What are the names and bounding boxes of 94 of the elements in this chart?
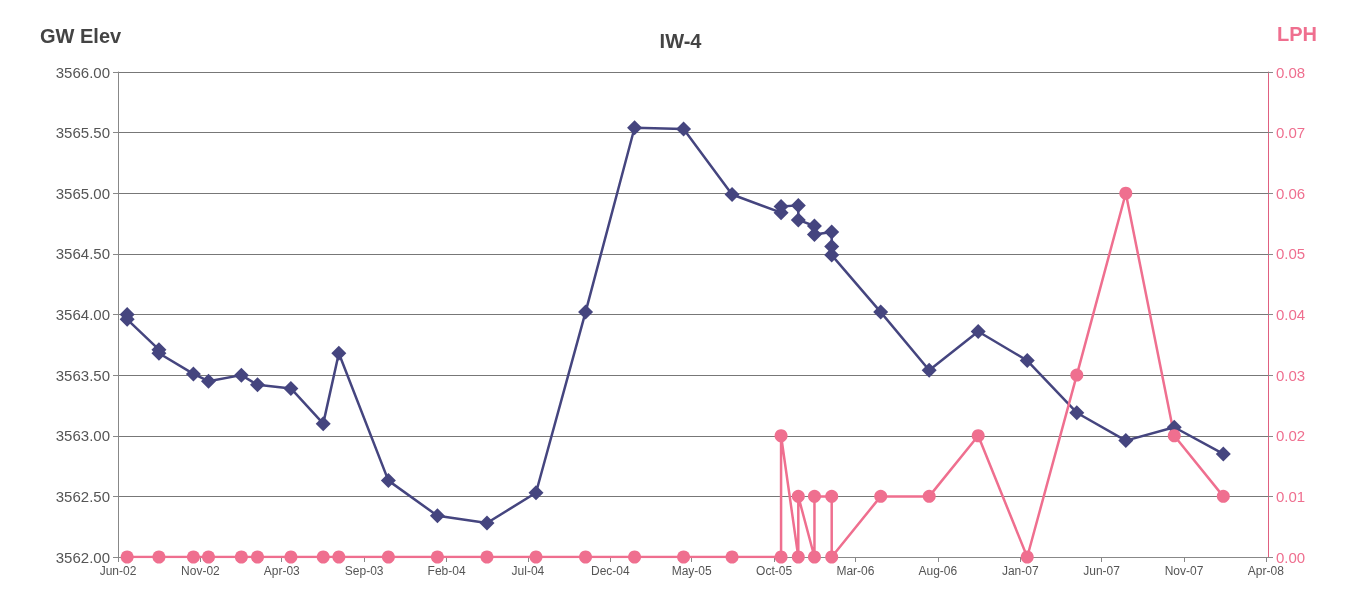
point [528,485,544,501]
point [791,550,805,564]
point [250,377,266,393]
point [479,515,495,531]
point [922,489,936,503]
point [315,416,331,432]
point [873,304,889,320]
y-tick-label: 3565.50 [55,124,110,142]
point [332,550,346,564]
point [200,373,216,389]
y2-axis-title: LPH [1277,23,1317,45]
point [677,550,691,564]
point [185,366,201,382]
point [824,224,840,240]
y2-tick-label: 0.00 [1276,548,1306,566]
point [970,323,986,339]
y2-tick-label: 0.05 [1276,245,1306,263]
point [331,345,347,361]
y-tick-label: 3565.00 [55,184,110,202]
point [316,550,330,564]
point [724,186,740,202]
x-tick-label: Sep-03 [344,564,384,578]
y2-tick-label: 0.03 [1276,366,1306,384]
point [790,212,806,228]
x-tick-label: Dec-04 [590,564,630,578]
point [480,550,494,564]
point [186,550,200,564]
point [971,429,985,443]
point [1118,433,1134,449]
point [807,550,821,564]
point [284,550,298,564]
point [1019,353,1035,369]
point [381,550,395,564]
point [1070,368,1084,382]
point [1069,405,1085,421]
x-tick-label: Nov-02 [181,564,221,578]
point [676,121,692,137]
point [233,367,249,383]
y2-tick-label: 0.04 [1276,306,1306,323]
point [1119,186,1133,200]
point [825,489,839,503]
point [234,550,248,564]
point [790,197,806,213]
y-tick-label: 3562.00 [55,548,110,566]
y-tick-label: 3563.00 [55,427,110,445]
x-tick-label: May-05 [671,564,712,578]
x-tick-label: Jan-07 [1001,564,1039,578]
point [1020,550,1034,564]
point [429,508,445,524]
point [774,550,788,564]
point [725,550,739,564]
x-tick-label: Apr-08 [1247,564,1285,578]
point [579,550,593,564]
point [807,489,821,503]
y2-tick-label: 0.02 [1276,427,1306,445]
x-tick-label: Jun-07 [1083,564,1121,578]
x-tick-label: Nov-07 [1164,564,1204,578]
point [825,550,839,564]
y2-tick-label: 0.06 [1276,184,1306,202]
y-tick-label: 3566.00 [55,63,110,81]
x-tick-label: Oct-05 [756,564,793,578]
point [529,550,543,564]
point [120,550,134,564]
point [627,120,643,136]
point [921,362,937,378]
x-tick-label: Mar-06 [836,564,875,578]
point [283,380,299,396]
x-tick-label: Jul-04 [511,564,545,578]
x-tick-label: Jun-02 [99,564,137,578]
chart-title: IW-4 [659,30,703,52]
point [774,429,788,443]
y-axis-title: GW Elev [40,25,123,47]
point [251,550,265,564]
point [874,489,888,503]
point [1215,446,1231,462]
point [202,550,215,564]
point [791,489,805,503]
y2-tick-label: 0.07 [1276,124,1306,142]
point [380,473,396,489]
y-tick-label: 3564.00 [55,306,110,323]
point [430,550,444,564]
y2-tick-label: 0.01 [1276,487,1306,505]
point [1216,489,1230,503]
y-tick-label: 3562.50 [55,487,110,505]
y-tick-label: 3563.50 [55,366,110,384]
point [152,550,166,564]
point [578,304,594,320]
y-tick-label: 3564.50 [55,245,110,263]
point [1167,429,1181,443]
y2-tick-label: 0.08 [1276,63,1306,81]
x-tick-label: Apr-03 [263,564,301,578]
point [628,550,642,564]
x-tick-label: Feb-04 [427,564,466,578]
x-tick-label: Aug-06 [918,564,958,578]
